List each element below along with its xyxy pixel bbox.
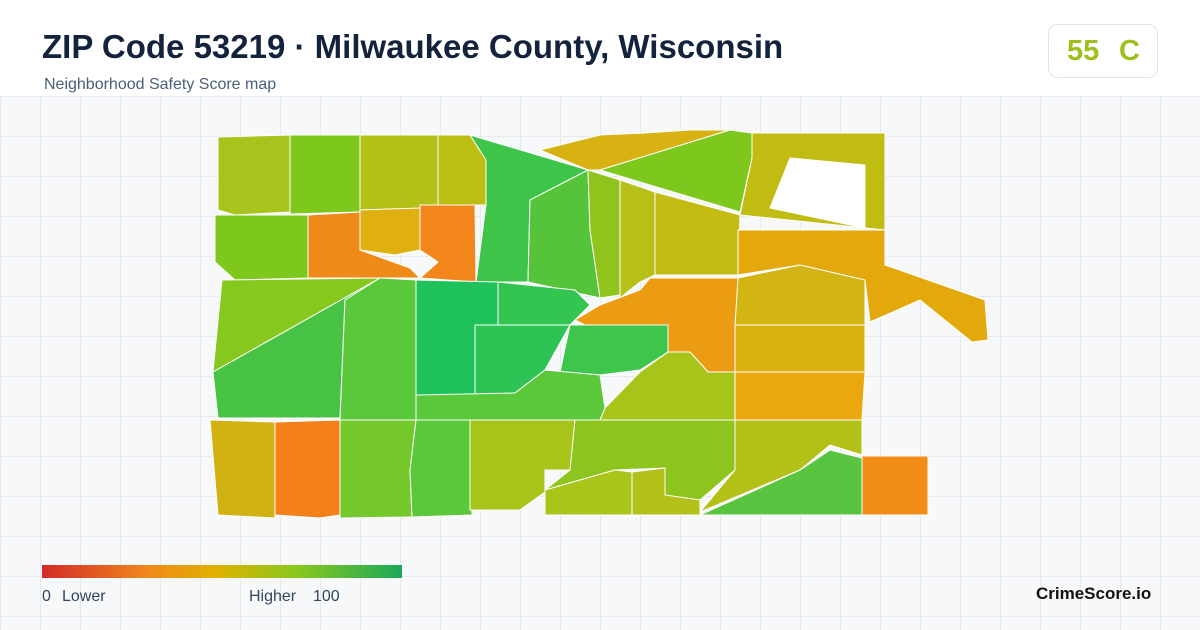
region — [699, 419, 863, 513]
region — [699, 449, 863, 516]
score: 55 — [1067, 35, 1100, 67]
region — [359, 134, 439, 211]
legend-gradient — [42, 565, 402, 578]
region — [734, 371, 866, 421]
region — [538, 129, 731, 171]
header: ZIP Code 53219 · Milwaukee County, Wisco… — [0, 0, 1200, 97]
legend-min-label: Lower — [62, 588, 106, 605]
subtitle: Neighborhood Safety Score map — [44, 76, 277, 93]
grade: C — [1119, 35, 1140, 67]
region — [209, 419, 276, 519]
legend-max: 100 — [313, 588, 340, 605]
title: ZIP Code 53219 · Milwaukee County, Wisco… — [42, 28, 784, 65]
region — [274, 419, 341, 519]
map-regions — [209, 129, 989, 519]
legend-max-label: Higher — [249, 588, 297, 605]
region — [359, 207, 421, 256]
region — [619, 179, 656, 300]
region — [734, 324, 866, 373]
score-badge: 55 C — [1048, 24, 1158, 78]
region — [339, 419, 417, 519]
region — [418, 204, 477, 283]
region — [861, 455, 929, 516]
region — [339, 277, 417, 421]
region — [214, 214, 309, 281]
brand: CrimeScore.io — [1036, 584, 1152, 603]
legend-min: 0 — [42, 588, 51, 605]
region — [497, 281, 591, 326]
region — [409, 419, 473, 518]
region — [631, 467, 701, 516]
region — [734, 264, 866, 326]
region — [289, 134, 361, 215]
region-gap — [769, 157, 866, 229]
region — [587, 169, 621, 299]
region — [217, 134, 291, 216]
